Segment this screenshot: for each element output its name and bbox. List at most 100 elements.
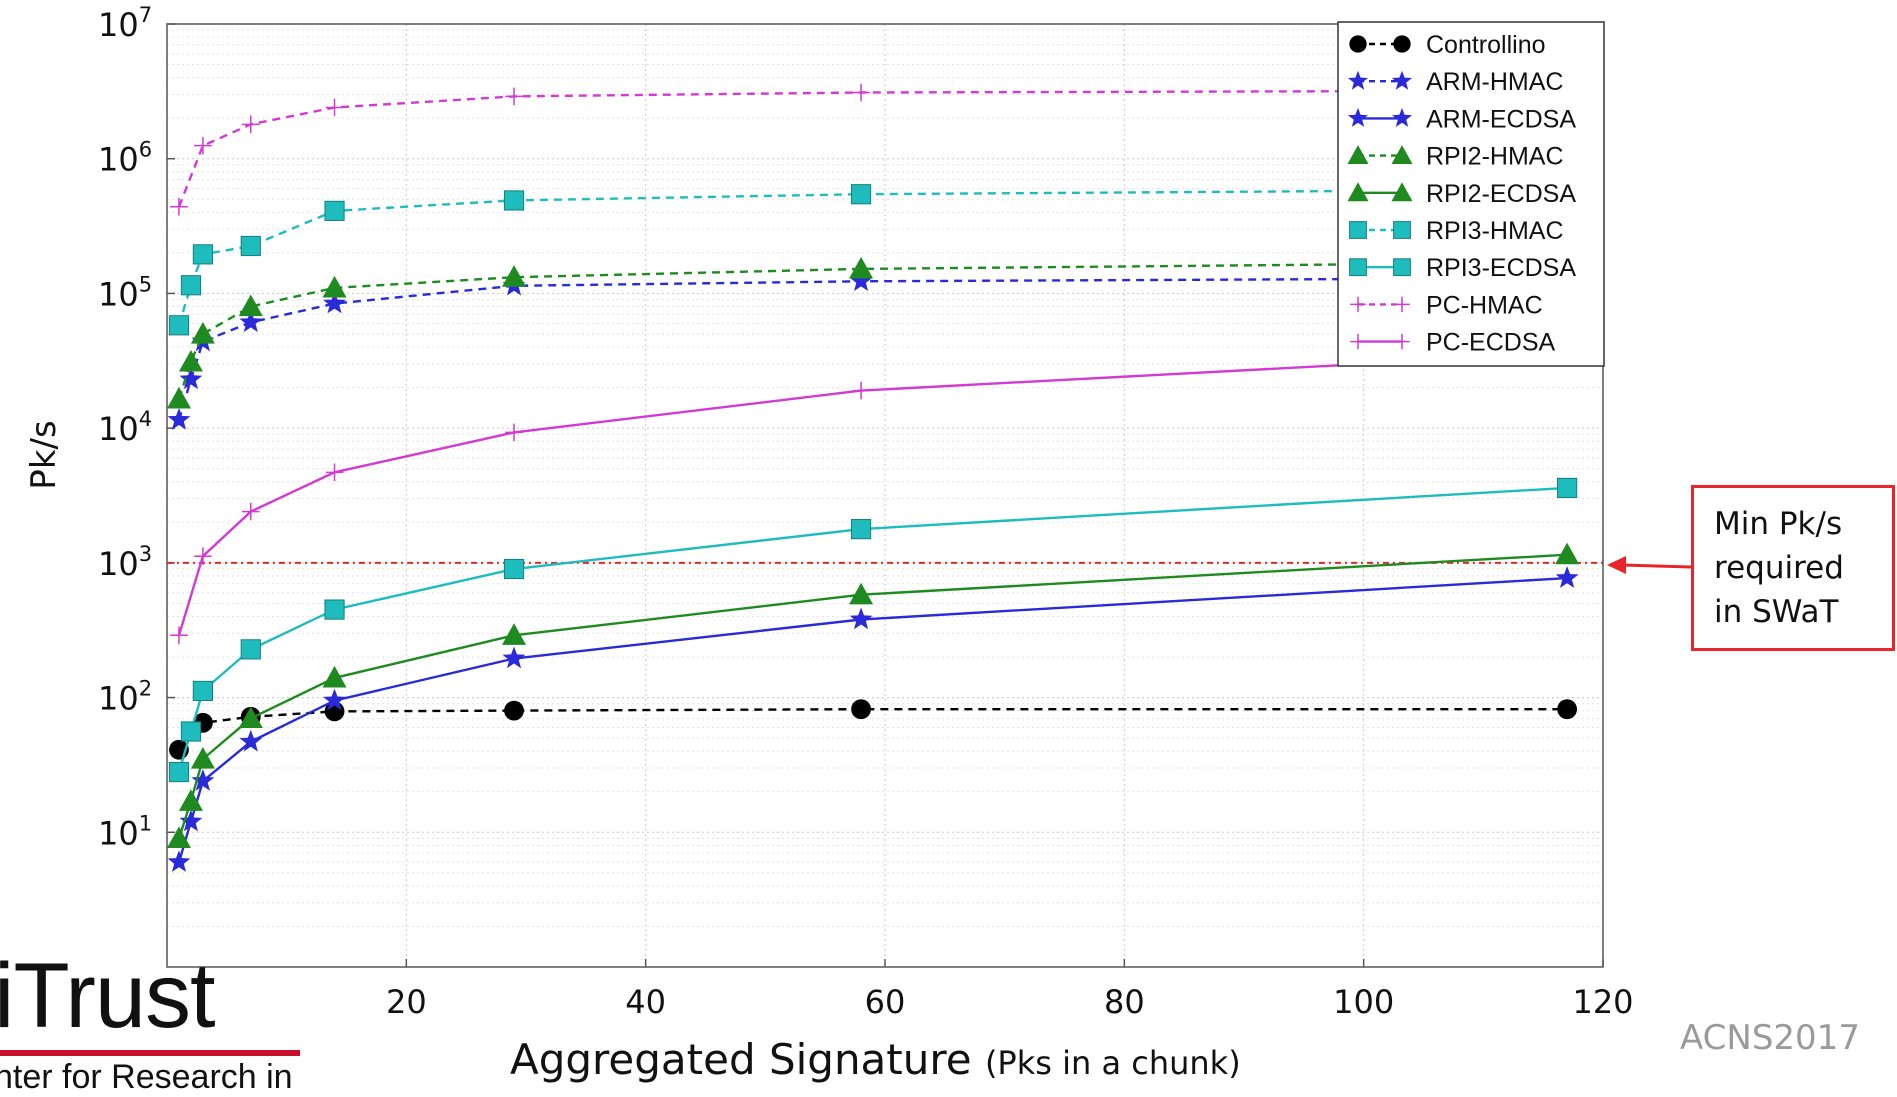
logo-subtitle: nter for Research in bbox=[0, 1058, 293, 1096]
legend-marker bbox=[1392, 70, 1412, 90]
data-point bbox=[850, 519, 872, 540]
data-point bbox=[166, 386, 191, 409]
x-tick-label: 120 bbox=[1572, 983, 1633, 1021]
data-point bbox=[194, 547, 212, 566]
data-point bbox=[191, 769, 215, 791]
data-point bbox=[1557, 477, 1578, 499]
series-line bbox=[178, 708, 1568, 751]
data-point bbox=[322, 275, 347, 298]
callout-arrow bbox=[1607, 556, 1692, 574]
x-axis-label-main: Aggregated Signature bbox=[510, 1035, 972, 1084]
data-point bbox=[324, 599, 345, 620]
legend-marker bbox=[1350, 333, 1366, 350]
legend-marker bbox=[1391, 145, 1413, 164]
data-point bbox=[178, 789, 203, 811]
callout-line-1: Min Pk/s bbox=[1714, 506, 1843, 542]
data-point bbox=[238, 706, 263, 729]
legend-marker bbox=[1394, 333, 1410, 350]
y-tick-label: 105 bbox=[98, 272, 152, 313]
x-tick-label: 100 bbox=[1333, 983, 1394, 1021]
y-tick-exponent: 6 bbox=[139, 138, 152, 162]
legend-entry-label: Controllino bbox=[1426, 31, 1546, 59]
y-tick-label: 107 bbox=[98, 3, 152, 44]
x-tick-label: 20 bbox=[386, 983, 427, 1021]
data-point bbox=[849, 607, 873, 630]
data-point bbox=[503, 190, 525, 211]
data-point bbox=[1555, 542, 1580, 565]
x-axis-label-sub: (Pks in a chunk) bbox=[984, 1044, 1241, 1082]
data-point bbox=[323, 688, 346, 711]
data-point bbox=[178, 349, 203, 372]
arrow-head bbox=[1607, 556, 1626, 574]
data-point bbox=[504, 700, 524, 721]
data-point bbox=[238, 294, 263, 317]
data-point bbox=[179, 809, 203, 832]
legend-marker bbox=[1394, 296, 1410, 313]
data-point bbox=[170, 626, 188, 645]
legend: Controllino ARM-HMAC ARM-ECDSA RPI2-HMAC RPI… bbox=[1337, 21, 1605, 367]
data-point bbox=[168, 315, 190, 336]
data-point bbox=[324, 200, 345, 221]
data-point bbox=[852, 83, 870, 102]
data-point bbox=[167, 408, 191, 430]
data-point bbox=[190, 321, 215, 344]
y-tick-label: 104 bbox=[98, 407, 152, 448]
legend-entry-label: PC-HMAC bbox=[1426, 291, 1543, 319]
y-tick-exponent: 5 bbox=[139, 272, 152, 296]
legend-marker bbox=[1391, 182, 1413, 202]
y-tick-base: 10 bbox=[98, 680, 139, 718]
legend-marker bbox=[1393, 258, 1411, 277]
data-point bbox=[1555, 566, 1579, 588]
series-rpi3-ecdsa bbox=[168, 477, 1578, 783]
x-tick-label: 40 bbox=[625, 983, 666, 1021]
data-point bbox=[241, 115, 260, 134]
data-point bbox=[502, 623, 527, 645]
logo-name: iTrust bbox=[0, 945, 216, 1047]
callout-line-2: required bbox=[1714, 550, 1844, 586]
data-point bbox=[180, 275, 202, 296]
data-point bbox=[166, 826, 191, 849]
legend-entry-label: RPI3-HMAC bbox=[1426, 217, 1564, 245]
legend-marker bbox=[1349, 221, 1367, 239]
legend-entry-label: ARM-HMAC bbox=[1426, 68, 1564, 96]
y-tick-exponent: 1 bbox=[139, 811, 152, 835]
data-point bbox=[239, 729, 263, 752]
y-tick-label: 102 bbox=[98, 677, 152, 718]
data-point bbox=[170, 197, 188, 216]
plot-frame bbox=[166, 23, 1604, 968]
y-axis-label: Pk/s bbox=[24, 420, 64, 490]
data-point bbox=[505, 87, 523, 106]
y-tick-label: 101 bbox=[98, 811, 152, 852]
callout-line-3: in SWaT bbox=[1714, 594, 1839, 630]
legend-entry-label: RPI3-ECDSA bbox=[1426, 254, 1576, 282]
legend-entry-label: PC-ECDSA bbox=[1426, 329, 1556, 357]
data-point bbox=[325, 463, 344, 482]
legend-marker bbox=[1350, 296, 1366, 313]
series-arm-ecdsa bbox=[167, 566, 1579, 872]
data-point bbox=[323, 291, 346, 314]
y-tick-base: 10 bbox=[98, 814, 139, 852]
y-tick-base: 10 bbox=[98, 141, 139, 179]
x-tick-label: 60 bbox=[865, 983, 906, 1021]
y-tick-base: 10 bbox=[98, 6, 139, 44]
legend-marker bbox=[1348, 107, 1368, 127]
series-line bbox=[177, 486, 1568, 773]
x-tick-label: 80 bbox=[1104, 983, 1145, 1021]
series-pc-ecdsa bbox=[170, 344, 1576, 645]
legend-marker bbox=[1347, 145, 1369, 164]
legend-entry-label: RPI2-HMAC bbox=[1426, 143, 1564, 171]
legend-marker bbox=[1348, 70, 1368, 90]
series-controllino bbox=[169, 699, 1578, 760]
data-point bbox=[239, 310, 263, 333]
y-tick-exponent: 7 bbox=[139, 3, 152, 27]
data-point bbox=[180, 721, 202, 742]
data-point bbox=[502, 265, 527, 287]
data-point bbox=[850, 184, 872, 205]
x-axis-label: Aggregated Signature (Pks in a chunk) bbox=[510, 1035, 1241, 1084]
legend-marker bbox=[1392, 107, 1412, 127]
data-point bbox=[241, 502, 260, 521]
conference-label: ACNS2017 bbox=[1680, 1018, 1860, 1058]
data-point bbox=[325, 98, 344, 117]
